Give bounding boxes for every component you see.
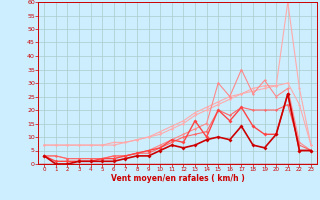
X-axis label: Vent moyen/en rafales ( km/h ): Vent moyen/en rafales ( km/h ) (111, 174, 244, 183)
